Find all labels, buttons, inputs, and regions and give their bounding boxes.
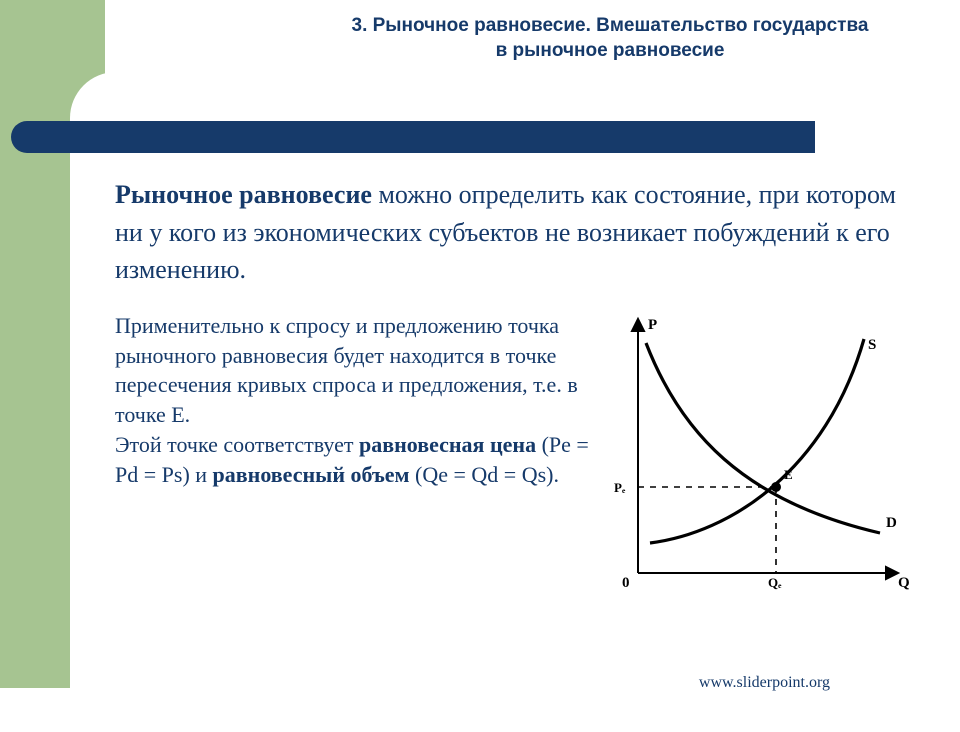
header-line-2: в рыночное равновесие	[496, 40, 725, 61]
p2-t4: (Qe = Qd = Qs).	[410, 462, 559, 487]
decorative-pill-bar	[11, 121, 815, 153]
demand-curve	[646, 343, 880, 533]
equilibrium-point	[771, 482, 781, 492]
label-O: 0	[622, 575, 630, 591]
label-D: D	[886, 515, 897, 531]
p2-t1: Применительно к спросу и предложению точ…	[115, 313, 578, 427]
explanation-paragraph: Применительно к спросу и предложению точ…	[115, 311, 600, 489]
label-Pe: Pₑ	[614, 480, 626, 495]
p2-b2: равновесный объем	[213, 462, 410, 487]
content-area: Рыночное равновесие можно определить как…	[115, 176, 910, 595]
label-E: E	[784, 467, 793, 482]
label-Q: Q	[898, 575, 910, 591]
supply-curve	[650, 339, 864, 543]
chart-svg: P Q 0 Pₑ Qₑ S D E	[600, 315, 910, 595]
slide-header: 3. Рыночное равновесие. Вмешательство го…	[300, 14, 920, 63]
label-S: S	[868, 337, 876, 353]
p2-t2: Этой точке соответствует	[115, 432, 359, 457]
definition-term: Рыночное равновесие	[115, 180, 372, 209]
equilibrium-chart: P Q 0 Pₑ Qₑ S D E	[600, 311, 910, 595]
slide-root: 3. Рыночное равновесие. Вмешательство го…	[0, 0, 960, 720]
header-line-1: 3. Рыночное равновесие. Вмешательство го…	[352, 15, 869, 36]
label-Qe: Qₑ	[768, 575, 782, 590]
definition-paragraph: Рыночное равновесие можно определить как…	[115, 176, 910, 289]
chart-labels: P Q 0 Pₑ Qₑ S D E	[614, 317, 910, 591]
p2-b1: равновесная цена	[359, 432, 536, 457]
lower-row: Применительно к спросу и предложению точ…	[115, 311, 910, 595]
footer-url: www.sliderpoint.org	[699, 674, 830, 692]
label-P: P	[648, 317, 657, 333]
